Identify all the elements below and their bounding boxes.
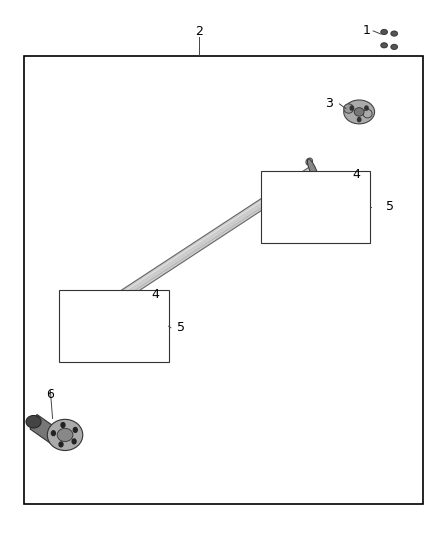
Ellipse shape bbox=[89, 324, 95, 329]
Circle shape bbox=[61, 423, 65, 427]
Ellipse shape bbox=[303, 185, 310, 191]
Circle shape bbox=[59, 442, 63, 447]
Ellipse shape bbox=[301, 201, 312, 212]
Ellipse shape bbox=[104, 342, 111, 348]
Polygon shape bbox=[30, 415, 63, 447]
Ellipse shape bbox=[119, 324, 126, 329]
Ellipse shape bbox=[381, 43, 387, 48]
Ellipse shape bbox=[381, 29, 387, 35]
Ellipse shape bbox=[113, 335, 117, 338]
Ellipse shape bbox=[391, 45, 397, 50]
Text: 5: 5 bbox=[177, 321, 185, 334]
Text: 2: 2 bbox=[195, 26, 203, 38]
Ellipse shape bbox=[104, 324, 110, 329]
Ellipse shape bbox=[102, 321, 113, 332]
Ellipse shape bbox=[354, 108, 364, 116]
Text: 5: 5 bbox=[386, 200, 394, 213]
Ellipse shape bbox=[312, 215, 316, 219]
Text: 3: 3 bbox=[325, 98, 333, 110]
Ellipse shape bbox=[391, 31, 397, 36]
Circle shape bbox=[350, 106, 353, 110]
Ellipse shape bbox=[307, 159, 319, 182]
Ellipse shape bbox=[318, 204, 325, 209]
Ellipse shape bbox=[47, 419, 83, 450]
Ellipse shape bbox=[95, 335, 99, 340]
Ellipse shape bbox=[117, 327, 120, 330]
Ellipse shape bbox=[86, 325, 93, 333]
Circle shape bbox=[357, 118, 361, 122]
Ellipse shape bbox=[344, 104, 353, 113]
Bar bbox=[24, 56, 423, 504]
Text: 6: 6 bbox=[46, 388, 54, 401]
Circle shape bbox=[365, 106, 368, 110]
Ellipse shape bbox=[304, 204, 310, 209]
Ellipse shape bbox=[80, 308, 91, 332]
Text: 1: 1 bbox=[362, 25, 370, 37]
Ellipse shape bbox=[312, 193, 316, 198]
Ellipse shape bbox=[294, 193, 298, 198]
Text: 4: 4 bbox=[353, 168, 360, 181]
Ellipse shape bbox=[291, 203, 295, 206]
Circle shape bbox=[72, 439, 76, 444]
Circle shape bbox=[73, 427, 77, 432]
Ellipse shape bbox=[106, 338, 109, 342]
Bar bbox=[261, 171, 370, 243]
Ellipse shape bbox=[306, 158, 312, 165]
Ellipse shape bbox=[78, 307, 85, 314]
Ellipse shape bbox=[95, 313, 99, 318]
Ellipse shape bbox=[316, 207, 319, 210]
Ellipse shape bbox=[305, 219, 308, 222]
Ellipse shape bbox=[314, 176, 321, 183]
Text: 4: 4 bbox=[151, 288, 159, 301]
Bar bbox=[59, 290, 169, 362]
Ellipse shape bbox=[113, 313, 117, 318]
Circle shape bbox=[51, 431, 55, 435]
Polygon shape bbox=[83, 166, 315, 325]
Ellipse shape bbox=[104, 305, 111, 311]
Ellipse shape bbox=[344, 100, 374, 124]
Ellipse shape bbox=[57, 429, 73, 441]
Ellipse shape bbox=[288, 204, 295, 209]
Ellipse shape bbox=[92, 323, 95, 326]
Ellipse shape bbox=[303, 222, 310, 228]
Ellipse shape bbox=[294, 215, 298, 220]
Ellipse shape bbox=[363, 109, 372, 118]
Ellipse shape bbox=[26, 415, 41, 428]
